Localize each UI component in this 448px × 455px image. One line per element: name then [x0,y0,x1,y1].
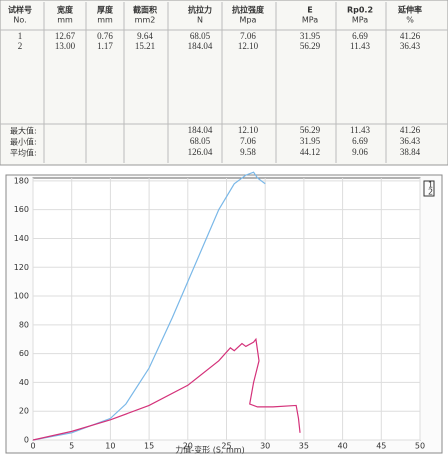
header-cell: 宽度 [56,5,74,15]
cell: 0.76 [97,31,113,41]
y-tick-label: 40 [19,378,29,387]
y-tick-label: 180 [14,176,29,185]
x-tick-label: 30 [260,442,270,451]
x-tick-label: 20 [183,442,193,451]
cell: 11.43 [350,41,370,51]
stat-label: 最小值: [10,137,37,147]
stat-cell: 44.12 [300,147,320,157]
stat-label: 最大值: [10,126,37,136]
cell: 2 [18,41,23,51]
stat-cell: 9.06 [352,147,368,157]
x-tick-label: 15 [144,442,154,451]
header-cell: 试样号 [8,5,32,15]
header-cell: MPa [352,16,368,25]
header-cell: 厚度 [97,5,114,15]
series-line [32,171,266,441]
stat-cell: 41.26 [400,125,421,135]
legend-entry: 2 [428,188,433,197]
stat-cell: 31.95 [300,136,321,146]
stat-cell: 12.10 [238,125,259,135]
stat-cell: 36.43 [400,136,421,146]
header-cell: 抗拉力 [188,5,212,15]
stat-cell: 184.04 [188,125,213,135]
header-cell: % [406,16,414,25]
header-cell: 延伸率 [397,5,422,15]
x-tick-label: 5 [69,442,74,451]
table: 试样号No.宽度mm厚度mm截面积mm2抗拉力N抗拉强度MpaEMPaRp0.2… [0,2,448,163]
header-cell: MPa [302,16,318,25]
stat-cell: 6.69 [352,136,368,146]
cell: 1.17 [97,41,113,51]
x-axis-label: 力值-变形 (S, mm) [175,445,244,455]
y-tick-label: 60 [19,349,29,358]
cell: 31.95 [300,31,321,41]
header-cell: 抗拉强度 [232,5,265,15]
x-tick-label: 50 [415,442,425,451]
cell: 1 [18,31,23,41]
cell: 6.69 [352,31,368,41]
x-tick-label: 45 [376,442,386,451]
cell: 13.00 [55,41,76,51]
y-tick-label: 100 [14,292,29,301]
y-tick-label: 120 [14,263,29,272]
cell: 56.29 [300,41,321,51]
header-cell: Rp0.2 [347,6,373,15]
x-tick-label: 35 [299,442,309,451]
y-tick-label: 0 [24,436,29,445]
header-cell: 截面积 [133,5,157,15]
cell: 15.21 [135,41,155,51]
stat-cell: 68.05 [190,136,211,146]
header-cell: mm2 [135,16,156,25]
stat-cell: 38.84 [400,147,421,157]
y-tick-label: 20 [19,407,29,416]
header-cell: No. [13,16,26,25]
header-cell: E [307,6,312,15]
header-cell: mm [97,16,113,25]
header-cell: mm [57,16,73,25]
x-tick-label: 10 [105,442,115,451]
table-frame [0,0,448,166]
y-tick-label: 160 [14,205,29,214]
series-line [32,337,301,441]
stat-cell: 7.06 [240,136,256,146]
cell: 184.04 [188,41,213,51]
cell: 7.06 [240,31,256,41]
legend-box [423,180,435,197]
x-tick-label: 40 [338,442,348,451]
cell: 36.43 [400,41,421,51]
cell: 68.05 [190,31,211,41]
stat-cell: 126.04 [188,147,213,157]
cell: 12.67 [55,31,76,41]
cell: 41.26 [400,31,421,41]
cell: 9.64 [137,31,153,41]
x-tick-label: 0 [30,442,35,451]
cell: 12.10 [238,41,259,51]
x-tick-label: 25 [221,442,231,451]
stat-cell: 9.58 [240,147,256,157]
stat-cell: 56.29 [300,125,321,135]
header-cell: N [197,16,203,25]
header-cell: Mpa [240,16,257,25]
legend-entry: 1 [428,181,433,190]
stat-cell: 11.43 [350,125,370,135]
stat-label: 平均值: [10,148,37,158]
y-tick-label: 80 [19,320,29,329]
y-tick-label: 140 [14,234,29,243]
chart: 0 5 10 15 20 25 30 35 40 45 50 0 20 40 60 80 100 120 140 16… [14,171,435,455]
